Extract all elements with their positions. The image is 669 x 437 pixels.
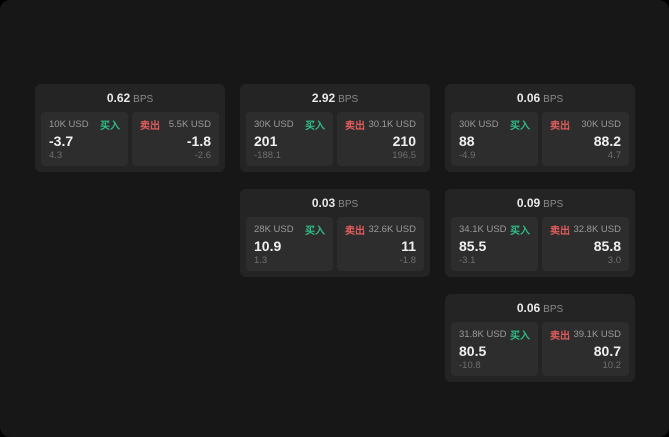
sell-size: 32.6K USD bbox=[368, 224, 416, 235]
buy-label: 买入 bbox=[305, 121, 325, 132]
buy-sub-value: 4.3 bbox=[49, 150, 63, 161]
spread-unit-label: BPS bbox=[133, 94, 154, 105]
sell-price: 11 bbox=[401, 237, 416, 254]
buy-size: 28K USD bbox=[254, 224, 294, 235]
buy-sub-value: -188.1 bbox=[254, 150, 281, 161]
sell-sub-value: 10.2 bbox=[602, 360, 622, 371]
sell-label: 卖出 bbox=[140, 121, 160, 132]
spread-unit-label: BPS bbox=[338, 199, 359, 210]
buy-price: 85.5 bbox=[459, 237, 487, 254]
buy-sub-value: -3.1 bbox=[459, 255, 476, 266]
spread-header: 2.92 BPS bbox=[246, 90, 424, 112]
sell-price: 88.2 bbox=[593, 132, 621, 149]
buy-panel[interactable]: 31.8K USD 买入 80.5 -10.8 bbox=[451, 322, 538, 376]
sell-size: 32.8K USD bbox=[573, 224, 621, 235]
sell-panel[interactable]: 卖出 39.1K USD 80.7 10.2 bbox=[542, 322, 629, 376]
sell-sub-value: -2.6 bbox=[194, 150, 211, 161]
spread-unit-label: BPS bbox=[338, 94, 359, 105]
spread-value: 0.03 bbox=[311, 196, 336, 210]
sell-price: -1.8 bbox=[186, 132, 211, 149]
buy-sub-value: -4.9 bbox=[459, 150, 476, 161]
sell-panel[interactable]: 卖出 32.8K USD 85.8 3.0 bbox=[542, 217, 629, 271]
buy-label: 买入 bbox=[100, 121, 120, 132]
buy-panel[interactable]: 30K USD 买入 88 -4.9 bbox=[451, 112, 538, 166]
buy-panel[interactable]: 30K USD 买入 201 -188.1 bbox=[246, 112, 333, 166]
sell-size: 39.1K USD bbox=[573, 329, 621, 340]
spread-header: 0.09 BPS bbox=[451, 195, 629, 217]
buy-size: 34.1K USD bbox=[459, 224, 507, 235]
spread-header: 0.03 BPS bbox=[246, 195, 424, 217]
buy-price: 88 bbox=[459, 132, 475, 149]
sell-size: 30K USD bbox=[581, 119, 621, 130]
sell-price: 85.8 bbox=[593, 237, 621, 254]
buy-price: 10.9 bbox=[254, 237, 282, 254]
quote-card: 0.06 BPS 31.8K USD 买入 80.5 -10.8 卖出 39.1K… bbox=[445, 294, 635, 382]
spread-value: 0.06 bbox=[516, 301, 541, 315]
sell-label: 卖出 bbox=[550, 226, 570, 237]
buy-label: 买入 bbox=[510, 121, 530, 132]
spread-header: 0.06 BPS bbox=[451, 300, 629, 322]
spread-value: 2.92 bbox=[311, 91, 336, 105]
buy-price: 201 bbox=[254, 132, 278, 149]
spread-value: 0.62 bbox=[106, 91, 131, 105]
sell-panel[interactable]: 卖出 32.6K USD 11 -1.8 bbox=[337, 217, 424, 271]
sell-size: 30.1K USD bbox=[368, 119, 416, 130]
buy-panel[interactable]: 10K USD 买入 -3.7 4.3 bbox=[41, 112, 128, 166]
buy-label: 买入 bbox=[510, 226, 530, 237]
quote-card: 2.92 BPS 30K USD 买入 201 -188.1 卖出 30.1K U… bbox=[240, 84, 430, 172]
quote-card: 0.62 BPS 10K USD 买入 -3.7 4.3 卖出 5.5K USD bbox=[35, 84, 225, 172]
spread-unit-label: BPS bbox=[543, 304, 564, 315]
buy-sub-value: 1.3 bbox=[254, 255, 268, 266]
quote-card: 0.06 BPS 30K USD 买入 88 -4.9 卖出 30K USD bbox=[445, 84, 635, 172]
spread-unit-label: BPS bbox=[543, 94, 564, 105]
buy-size: 31.8K USD bbox=[459, 329, 507, 340]
sell-panel[interactable]: 卖出 30K USD 88.2 4.7 bbox=[542, 112, 629, 166]
buy-size: 10K USD bbox=[49, 119, 89, 130]
sell-panel[interactable]: 卖出 5.5K USD -1.8 -2.6 bbox=[132, 112, 219, 166]
buy-label: 买入 bbox=[510, 331, 530, 342]
quote-cards-grid: 0.62 BPS 10K USD 买入 -3.7 4.3 卖出 5.5K USD bbox=[35, 84, 635, 382]
sell-sub-value: 196.5 bbox=[392, 150, 416, 161]
sell-label: 卖出 bbox=[345, 121, 365, 132]
buy-panel[interactable]: 28K USD 买入 10.9 1.3 bbox=[246, 217, 333, 271]
buy-price: 80.5 bbox=[459, 342, 487, 359]
spread-header: 0.62 BPS bbox=[41, 90, 219, 112]
sell-sub-value: 3.0 bbox=[607, 255, 621, 266]
sell-sub-value: 4.7 bbox=[607, 150, 621, 161]
buy-size: 30K USD bbox=[459, 119, 499, 130]
spread-value: 0.06 bbox=[516, 91, 541, 105]
spread-unit-label: BPS bbox=[543, 199, 564, 210]
spread-value: 0.09 bbox=[516, 196, 541, 210]
spread-header: 0.06 BPS bbox=[451, 90, 629, 112]
sell-price: 80.7 bbox=[593, 342, 621, 359]
buy-label: 买入 bbox=[305, 226, 325, 237]
quote-card: 0.09 BPS 34.1K USD 买入 85.5 -3.1 卖出 32.8K … bbox=[445, 189, 635, 277]
quote-card: 0.03 BPS 28K USD 买入 10.9 1.3 卖出 32.6K USD bbox=[240, 189, 430, 277]
buy-panel[interactable]: 34.1K USD 买入 85.5 -3.1 bbox=[451, 217, 538, 271]
buy-size: 30K USD bbox=[254, 119, 294, 130]
sell-size: 5.5K USD bbox=[168, 119, 211, 130]
sell-label: 卖出 bbox=[550, 331, 570, 342]
buy-sub-value: -10.8 bbox=[459, 360, 481, 371]
sell-panel[interactable]: 卖出 30.1K USD 210 196.5 bbox=[337, 112, 424, 166]
sell-sub-value: -1.8 bbox=[399, 255, 416, 266]
sell-label: 卖出 bbox=[550, 121, 570, 132]
sell-price: 210 bbox=[392, 132, 416, 149]
sell-label: 卖出 bbox=[345, 226, 365, 237]
buy-price: -3.7 bbox=[49, 132, 74, 149]
